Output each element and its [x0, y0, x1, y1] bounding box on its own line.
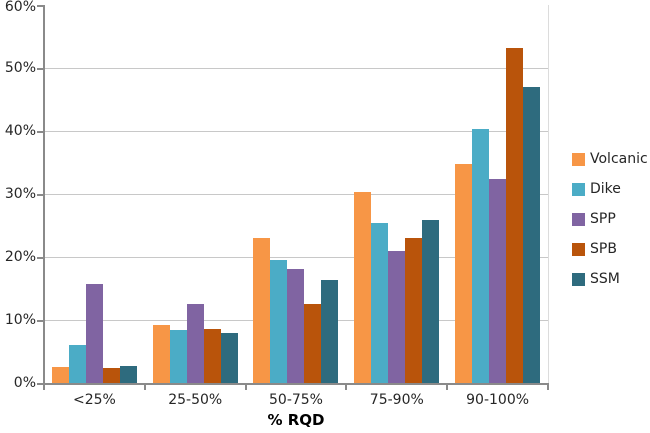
legend: Volcanic Dike SPP SPB SSM — [572, 152, 648, 286]
bar-spp-90-100% — [489, 178, 507, 383]
bar-dike-90-100% — [472, 128, 490, 383]
gridline-50 — [44, 68, 548, 69]
y-axis-tick-50 — [37, 68, 43, 70]
legend-swatch-icon — [572, 182, 585, 196]
y-axis-label-30: 30% — [4, 186, 36, 202]
bar-group-75-90% — [346, 192, 447, 383]
bar-dike-<25% — [68, 344, 86, 383]
x-axis-tick-5 — [547, 385, 549, 390]
gridline-30 — [44, 194, 548, 195]
bar-spp-25-50% — [186, 303, 204, 383]
bar-spp-<25% — [85, 283, 103, 383]
bar-ssm-50-75% — [321, 280, 339, 383]
legend-label: Dike — [590, 181, 621, 197]
legend-item-spb: SPB — [572, 242, 648, 256]
x-axis-line — [43, 383, 549, 385]
legend-label: SPB — [590, 241, 617, 257]
bar-volcanic-<25% — [51, 367, 69, 383]
bar-spb-75-90% — [405, 237, 423, 383]
x-axis-label-50-75%: 50-75% — [269, 392, 323, 408]
bar-dike-25-50% — [169, 330, 187, 383]
bar-group-<25% — [44, 283, 145, 383]
bar-spb-<25% — [102, 367, 120, 383]
bar-ssm-75-90% — [422, 219, 440, 383]
legend-swatch-icon — [572, 272, 585, 286]
bar-volcanic-50-75% — [253, 237, 271, 383]
bar-volcanic-90-100% — [455, 164, 473, 383]
y-axis-label-40: 40% — [4, 123, 36, 139]
x-axis-tick-1 — [143, 385, 146, 390]
plot-right-border — [548, 5, 549, 383]
legend-item-volcanic: Volcanic — [572, 152, 648, 166]
bar-dike-75-90% — [371, 223, 389, 383]
bar-ssm-90-100% — [523, 86, 541, 383]
legend-label: Volcanic — [590, 151, 648, 167]
legend-swatch-icon — [572, 212, 585, 226]
x-axis-tick-0 — [43, 385, 45, 390]
bar-volcanic-75-90% — [354, 192, 372, 383]
y-axis-label-50: 50% — [4, 60, 36, 76]
bar-spb-25-50% — [203, 328, 221, 383]
x-axis-tick-4 — [446, 385, 449, 390]
legend-label: SPP — [590, 211, 616, 227]
bar-spb-90-100% — [506, 47, 524, 383]
x-axis-label-<25%: <25% — [72, 392, 116, 408]
y-axis-tick-40 — [37, 131, 43, 133]
y-axis-tick-10 — [37, 320, 43, 322]
x-axis-label-25-50%: 25-50% — [168, 392, 223, 408]
gridline-20 — [44, 257, 548, 258]
x-axis-label-75-90%: 75-90% — [369, 392, 424, 408]
y-axis-label-60: 60% — [4, 0, 36, 15]
y-axis-tick-20 — [37, 257, 43, 259]
y-axis-line — [43, 5, 45, 385]
bar-spp-75-90% — [388, 251, 406, 383]
bar-spb-50-75% — [304, 303, 322, 383]
legend-item-dike: Dike — [572, 182, 648, 196]
legend-label: SSM — [590, 271, 620, 287]
legend-item-spp: SPP — [572, 212, 648, 226]
bar-spp-50-75% — [287, 269, 305, 383]
bar-group-25-50% — [145, 303, 246, 383]
bar-group-50-75% — [246, 237, 347, 383]
y-axis-tick-0 — [37, 383, 43, 385]
y-axis-label-10: 10% — [4, 312, 36, 328]
bar-volcanic-25-50% — [152, 325, 170, 383]
bar-ssm-<25% — [119, 366, 137, 383]
legend-swatch-icon — [572, 152, 585, 166]
gridline-40 — [44, 131, 548, 132]
y-axis-label-0: 0% — [13, 375, 36, 391]
x-axis-label-90-100%: 90-100% — [466, 392, 530, 408]
bar-dike-50-75% — [270, 259, 288, 383]
legend-swatch-icon — [572, 242, 585, 256]
y-axis-tick-60 — [37, 5, 43, 7]
x-axis-tick-3 — [345, 385, 348, 390]
bar-group-90-100% — [447, 47, 548, 383]
bar-ssm-25-50% — [220, 333, 238, 383]
x-axis-title: % RQD — [267, 411, 325, 429]
y-axis-label-20: 20% — [4, 249, 36, 265]
legend-item-ssm: SSM — [572, 272, 648, 286]
y-axis-tick-30 — [37, 194, 43, 196]
x-axis-tick-2 — [244, 385, 247, 390]
